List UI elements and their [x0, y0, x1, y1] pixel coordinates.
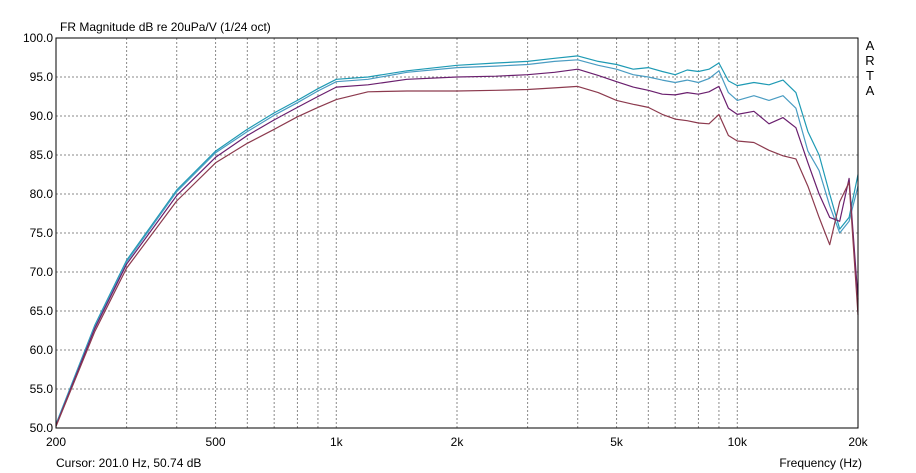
y-tick-label: 50.0	[30, 421, 54, 435]
y-tick-label: 60.0	[30, 343, 54, 357]
y-tick-label: 95.0	[30, 70, 54, 84]
x-tick-label: 5k	[610, 435, 624, 449]
side-label-letter: T	[866, 68, 874, 83]
side-label-letter: A	[866, 38, 875, 53]
x-tick-label: 2k	[451, 435, 465, 449]
y-tick-label: 85.0	[30, 148, 54, 162]
plot-frame	[55, 37, 859, 429]
y-tick-label: 65.0	[30, 304, 54, 318]
x-tick-label: 20k	[848, 435, 868, 449]
series-line-1	[55, 55, 859, 425]
grid-lines	[56, 38, 858, 428]
series-line-2	[55, 59, 859, 426]
y-tick-label: 70.0	[30, 265, 54, 279]
x-tick-label: 200	[46, 435, 66, 449]
series-line-3	[55, 68, 859, 426]
x-tick-labels: 200 500 1k 2k 5k 10k 20k	[46, 435, 869, 449]
y-tick-label: 55.0	[30, 382, 54, 396]
x-tick-label: 10k	[728, 435, 748, 449]
x-axis-label: Frequency (Hz)	[779, 456, 862, 470]
side-label-letter: R	[865, 53, 874, 68]
y-tick-labels: 50.0 55.0 60.0 65.0 70.0 75.0 80.0 85.0 90.0 95.0…	[23, 31, 53, 435]
x-tick-label: 500	[206, 435, 226, 449]
series-lines	[55, 55, 859, 427]
chart-title: FR Magnitude dB re 20uPa/V (1/24 oct)	[60, 20, 271, 34]
y-tick-label: 90.0	[30, 109, 54, 123]
x-tick-label: 1k	[330, 435, 344, 449]
y-tick-label: 100.0	[23, 31, 53, 45]
y-tick-label: 75.0	[30, 226, 54, 240]
y-tick-label: 80.0	[30, 187, 54, 201]
cursor-readout: Cursor: 201.0 Hz, 50.74 dB	[56, 456, 201, 470]
side-label-letter: A	[866, 83, 875, 98]
series-line-4	[55, 85, 859, 427]
